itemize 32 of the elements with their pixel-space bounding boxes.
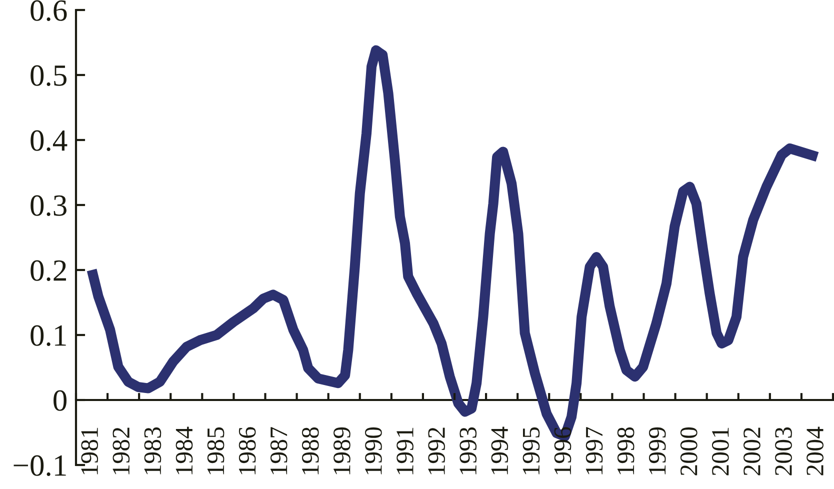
x-tick-label: 1998 — [617, 427, 634, 474]
x-tick-label: 1991 — [396, 428, 414, 474]
x-tick-label: 1996 — [554, 427, 572, 474]
x-tick-label: 1983 — [144, 427, 162, 474]
x-tick-label: 1999 — [648, 427, 666, 474]
y-tick-label: 0.1 — [30, 325, 66, 346]
y-tick-label: 0.3 — [30, 195, 66, 216]
y-tick-label: −0.1 — [14, 455, 66, 476]
x-tick-label: 1982 — [112, 428, 130, 474]
x-tick-label: 2004 — [806, 426, 824, 476]
x-tick-label: 1995 — [522, 427, 540, 474]
y-tick-label: 0.2 — [30, 260, 66, 282]
x-tick-label: 1984 — [176, 426, 193, 474]
x-tick-label: 1986 — [238, 427, 256, 474]
y-tick-label: 0.4 — [30, 130, 68, 152]
x-tick-label: 2002 — [744, 428, 760, 476]
x-tick-label: 1989 — [333, 427, 350, 474]
x-tick-label: 1985 — [207, 427, 224, 474]
y-tick-label: 0.5 — [30, 65, 66, 86]
x-tick-label: 1988 — [302, 427, 319, 474]
x-tick-label: 2003 — [775, 427, 792, 476]
x-tick-label: 1987 — [270, 427, 288, 474]
x-tick-label: 1990 — [365, 427, 382, 474]
x-tick-label: 2001 — [712, 428, 729, 476]
x-tick-label: 1981 — [81, 428, 98, 474]
x-tick-label: 1997 — [586, 427, 603, 474]
x-tick-label: 1993 — [460, 427, 477, 474]
x-tick-label: 1994 — [491, 426, 508, 474]
x-tick-label: 1992 — [428, 428, 445, 474]
y-tick-label: 0 — [54, 390, 66, 411]
y-tick-label: 0.6 — [30, 0, 67, 22]
x-tick-label: 2000 — [680, 427, 698, 476]
